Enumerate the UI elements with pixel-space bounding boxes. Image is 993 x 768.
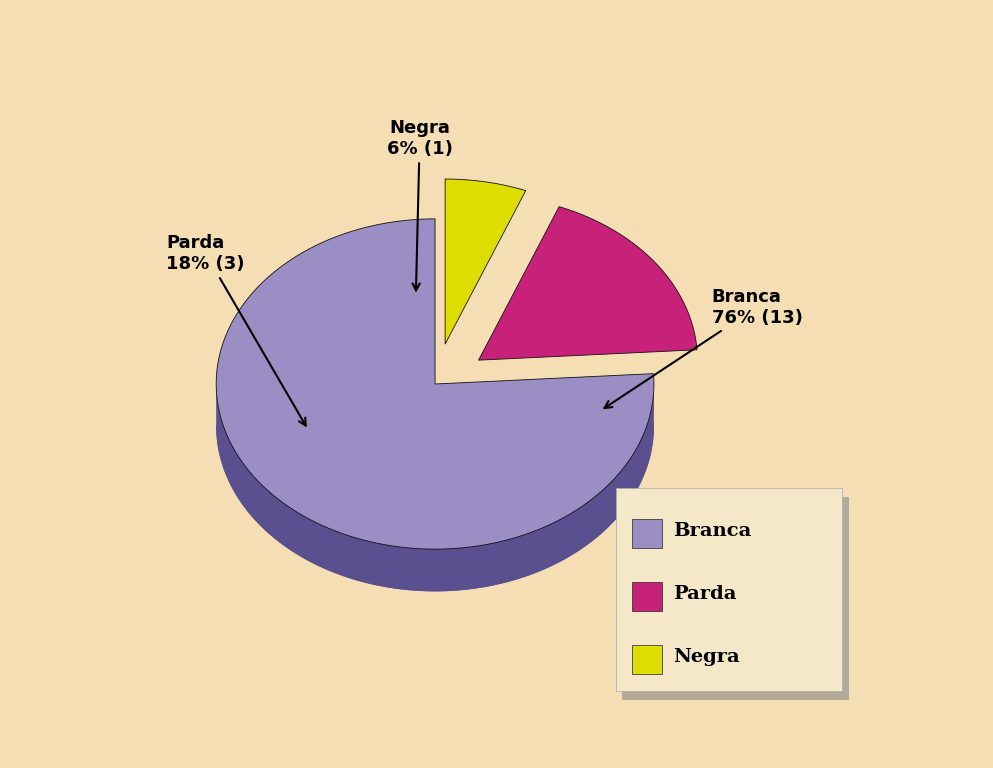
- Polygon shape: [216, 219, 654, 549]
- Text: Parda
18% (3): Parda 18% (3): [166, 234, 306, 425]
- Polygon shape: [216, 382, 654, 591]
- Bar: [633, 645, 661, 674]
- Bar: [633, 582, 661, 611]
- Polygon shape: [479, 207, 697, 360]
- Bar: [623, 497, 849, 700]
- Polygon shape: [216, 424, 654, 591]
- Text: Negra: Negra: [673, 647, 740, 666]
- Text: Negra
6% (1): Negra 6% (1): [386, 119, 453, 290]
- Text: Parda: Parda: [673, 584, 737, 603]
- Bar: [633, 519, 661, 548]
- Polygon shape: [445, 179, 525, 344]
- Text: Branca: Branca: [673, 521, 752, 540]
- Bar: [616, 488, 842, 691]
- Text: Branca
76% (13): Branca 76% (13): [605, 288, 802, 408]
